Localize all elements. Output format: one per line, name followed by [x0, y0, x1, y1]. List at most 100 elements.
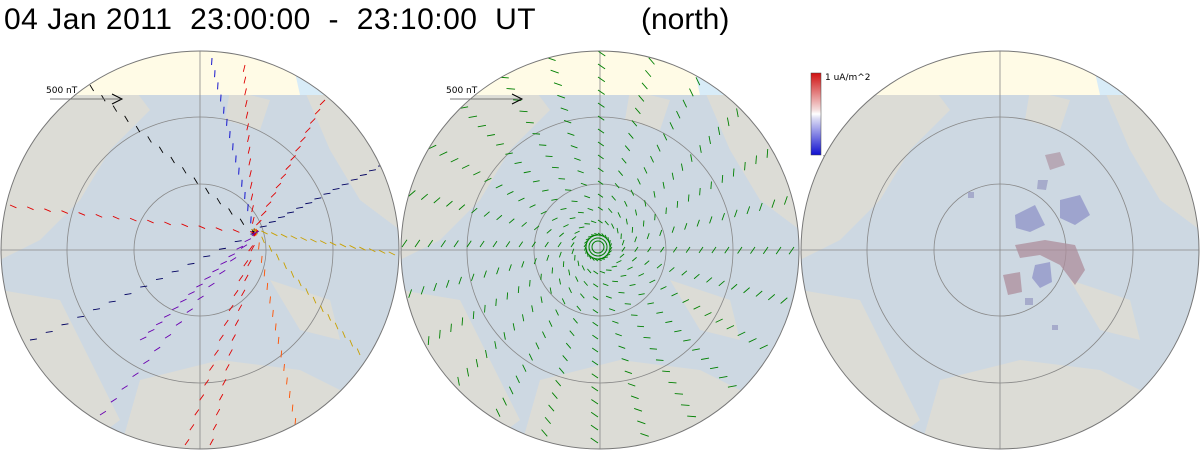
vector-field — [9, 57, 396, 446]
panel-fitted-perturbations: 500 nT — [400, 50, 800, 450]
field-vector — [140, 285, 148, 288]
field-vector — [604, 220, 609, 226]
field-vector — [314, 197, 322, 200]
field-vector — [483, 211, 490, 217]
field-vector — [698, 246, 704, 254]
field-vector — [730, 283, 738, 290]
field-vector — [620, 274, 627, 277]
field-vector — [280, 233, 288, 238]
field-vector — [475, 358, 479, 368]
field-vector — [253, 229, 258, 237]
current-blob-downward — [1015, 205, 1045, 232]
field-vector — [544, 416, 551, 425]
field-vector — [555, 379, 562, 387]
field-vector — [591, 360, 599, 366]
field-vector — [585, 234, 611, 260]
field-vector — [558, 251, 562, 258]
field-vector — [342, 331, 346, 338]
field-vector — [648, 57, 655, 65]
field-vector — [266, 282, 269, 290]
field-vector — [270, 232, 278, 237]
field-vector — [368, 248, 376, 253]
field-vector — [260, 255, 263, 263]
field-vector — [533, 225, 540, 231]
field-vector — [597, 63, 606, 70]
field-vector — [234, 319, 239, 326]
field-vector — [29, 338, 37, 341]
field-vector — [506, 88, 516, 90]
field-vector — [656, 263, 663, 269]
field-vector — [388, 251, 396, 256]
field-vector — [685, 246, 691, 253]
field-vector — [645, 69, 652, 78]
field-vector — [78, 212, 86, 216]
field-vector — [548, 320, 553, 327]
field-vector — [597, 76, 606, 83]
field-vector — [471, 207, 478, 214]
field-vector — [244, 99, 248, 107]
field-vector — [628, 132, 634, 139]
field-vector — [505, 152, 513, 155]
field-vector — [568, 287, 572, 294]
field-vector — [124, 115, 129, 123]
field-vector — [618, 170, 624, 176]
current-blob-downward — [968, 192, 974, 198]
field-vector — [108, 300, 116, 303]
field-vector — [743, 287, 750, 294]
field-vector — [290, 235, 298, 240]
field-vector — [319, 99, 326, 106]
land-mass — [625, 90, 670, 130]
field-vector — [458, 276, 462, 285]
field-vector — [551, 166, 559, 169]
field-vector — [378, 249, 386, 254]
field-vector — [312, 296, 317, 304]
field-vector — [532, 133, 541, 135]
field-vector — [121, 385, 128, 390]
field-vector — [565, 342, 572, 349]
field-vector — [261, 236, 265, 244]
field-vector — [147, 136, 152, 143]
field-vector — [669, 267, 675, 273]
field-vector — [549, 287, 552, 294]
field-vector — [61, 323, 69, 326]
field-vector — [143, 359, 150, 365]
field-vector — [268, 220, 276, 223]
field-vector — [495, 184, 503, 189]
field-vector — [597, 89, 605, 95]
vector-field — [401, 51, 795, 444]
field-vector — [232, 229, 240, 233]
field-vector — [647, 246, 652, 253]
ice-region — [690, 51, 799, 95]
field-vector — [571, 248, 575, 255]
field-vector — [608, 208, 613, 214]
field-vector — [727, 385, 737, 388]
field-vector — [591, 347, 599, 353]
field-vector — [494, 341, 497, 349]
field-vector — [744, 161, 746, 171]
field-vector — [726, 117, 730, 127]
field-vector — [484, 304, 486, 313]
field-vector — [283, 363, 285, 372]
field-vector — [288, 390, 291, 399]
field-vector — [597, 206, 604, 211]
field-vector — [721, 174, 724, 183]
field-vector — [199, 394, 205, 401]
field-vector — [132, 372, 139, 377]
field-vector — [250, 193, 254, 201]
field-vector — [502, 397, 507, 406]
field-vector — [567, 132, 575, 136]
current-blob-upward — [1045, 152, 1065, 170]
field-vector — [180, 298, 187, 303]
current-blob-upward — [1015, 240, 1085, 285]
field-vector — [545, 155, 553, 158]
field-vector — [750, 246, 756, 254]
ice-region — [290, 51, 399, 95]
field-vector — [646, 233, 650, 240]
field-vector — [196, 283, 203, 288]
field-vector — [155, 321, 163, 326]
field-vector — [290, 155, 296, 161]
field-vector — [139, 336, 147, 341]
panel-ground-perturbations: 500 nT — [0, 50, 400, 450]
field-vector — [611, 195, 616, 201]
field-vector — [305, 288, 309, 295]
